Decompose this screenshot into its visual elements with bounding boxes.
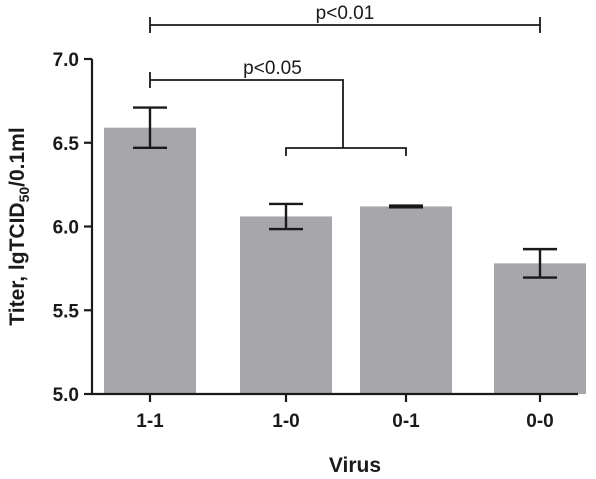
bar-0-1 [360, 206, 452, 394]
x-tick-label: 1-1 [136, 411, 164, 432]
y-tick-label: 5.0 [53, 385, 79, 406]
x-axis-title: Virus [329, 454, 381, 477]
y-tick-label: 6.0 [53, 218, 79, 239]
y-axis-title: Titer, lgTCID50/0.1ml [6, 127, 32, 325]
y-axis-title-tail: /0.1ml [6, 127, 29, 187]
error-bars-layer [133, 106, 557, 279]
y-tick-label: 7.0 [53, 50, 79, 71]
bar-1-1 [104, 127, 196, 395]
significance-label-inner: p<0.05 [243, 58, 302, 79]
x-ticks-layer: 1-1 1-0 0-1 0-0 [136, 394, 554, 432]
x-tick-label: 1-0 [272, 411, 299, 432]
x-tick-label: 0-1 [392, 411, 420, 432]
significance-label-outer: p<0.01 [316, 3, 375, 24]
y-axis-title-subscript: 50 [16, 187, 32, 203]
bar-0-0 [494, 263, 586, 394]
y-axis-title-main: Titer, lgTCID [6, 202, 29, 325]
x-tick-label: 0-0 [526, 411, 553, 432]
significance-layer: p<0.01 p<0.05 [149, 3, 541, 156]
bar-1-0 [240, 216, 332, 394]
y-tick-label: 6.5 [53, 134, 80, 155]
significance-bracket-outer [149, 17, 541, 33]
bars-layer [104, 127, 586, 395]
y-tick-label: 5.5 [53, 301, 80, 322]
significance-bracket-inner [149, 72, 407, 156]
y-ticks-layer: 5.0 5.5 6.0 6.5 7.0 [53, 50, 92, 406]
